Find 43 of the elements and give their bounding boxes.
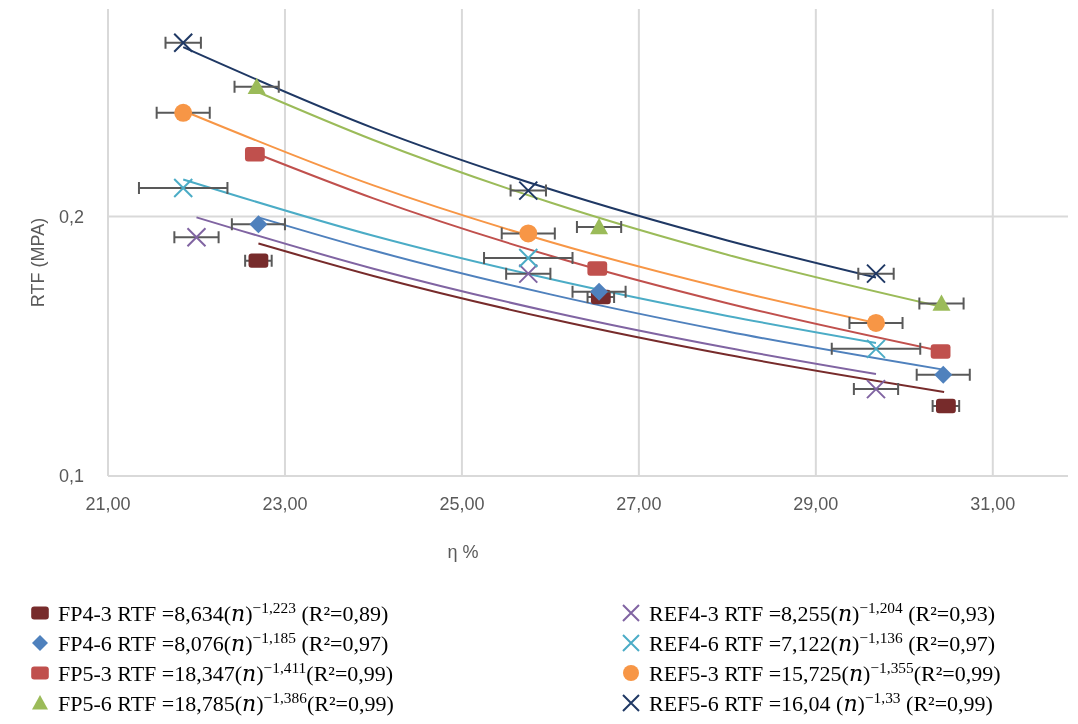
x-tick-label: 25,00: [439, 494, 485, 514]
line-series: [195, 216, 877, 376]
legend-label: REF5-3 RTF =15,725(𝑛)$^{−1,355}$(R²=0,99): [649, 658, 1001, 686]
y-axis-title: RTF (MPA): [28, 217, 48, 308]
point: [174, 103, 193, 122]
point: [866, 338, 886, 359]
point: [249, 215, 268, 234]
point: [248, 253, 269, 268]
x-tick-label: 29,00: [793, 494, 839, 514]
point: [244, 147, 265, 162]
legend-label: REF4-6 RTF =7,122(𝑛)$^{−1,136}$ (R²=0,97): [649, 628, 996, 656]
point: [247, 77, 266, 95]
point: [173, 32, 194, 53]
point: [936, 398, 956, 414]
point: [866, 263, 886, 284]
x-tick-label: 31,00: [970, 494, 1016, 514]
point: [519, 224, 538, 243]
legend-label: REF4-3 RTF =8,255(𝑛)$^{−1,204}$ (R²=0,93): [649, 598, 996, 626]
legend-label: FP4-3 RTF =8,634(𝑛)$^{−1,223}$ (R²=0,89): [58, 598, 389, 626]
point: [173, 178, 194, 199]
point: [587, 261, 608, 276]
point: [590, 217, 609, 235]
x-tick-label: 21,00: [85, 494, 131, 514]
point: [518, 263, 539, 284]
point: [932, 294, 951, 311]
point: [590, 282, 609, 301]
x-tick-label: 23,00: [262, 494, 308, 514]
legend-label: FP4-6 RTF =8,076(𝑛)$^{−1,185}$ (R²=0,97): [58, 628, 389, 656]
point: [518, 248, 539, 269]
point: [930, 344, 951, 359]
line-series: [257, 242, 946, 393]
legend-label: FP5-3 RTF =18,347(𝑛)$^{−1,411}$(R²=0,99): [58, 658, 394, 686]
point: [518, 180, 539, 201]
x-axis-title: η %: [447, 542, 479, 562]
legend-label: REF5-6 RTF =16,04 (𝑛)$^{−1,33}$ (R²=0,99): [649, 688, 993, 716]
x-tick-label: 27,00: [616, 494, 662, 514]
point: [934, 365, 953, 384]
y-tick-label: 0,1: [58, 466, 84, 486]
point: [866, 379, 886, 400]
point: [867, 313, 885, 332]
point: [186, 227, 207, 248]
y-tick-label: 0,2: [58, 206, 84, 227]
legend-label: FP5-6 RTF =18,785(𝑛)$^{−1,386}$(R²=0,99): [58, 688, 394, 716]
